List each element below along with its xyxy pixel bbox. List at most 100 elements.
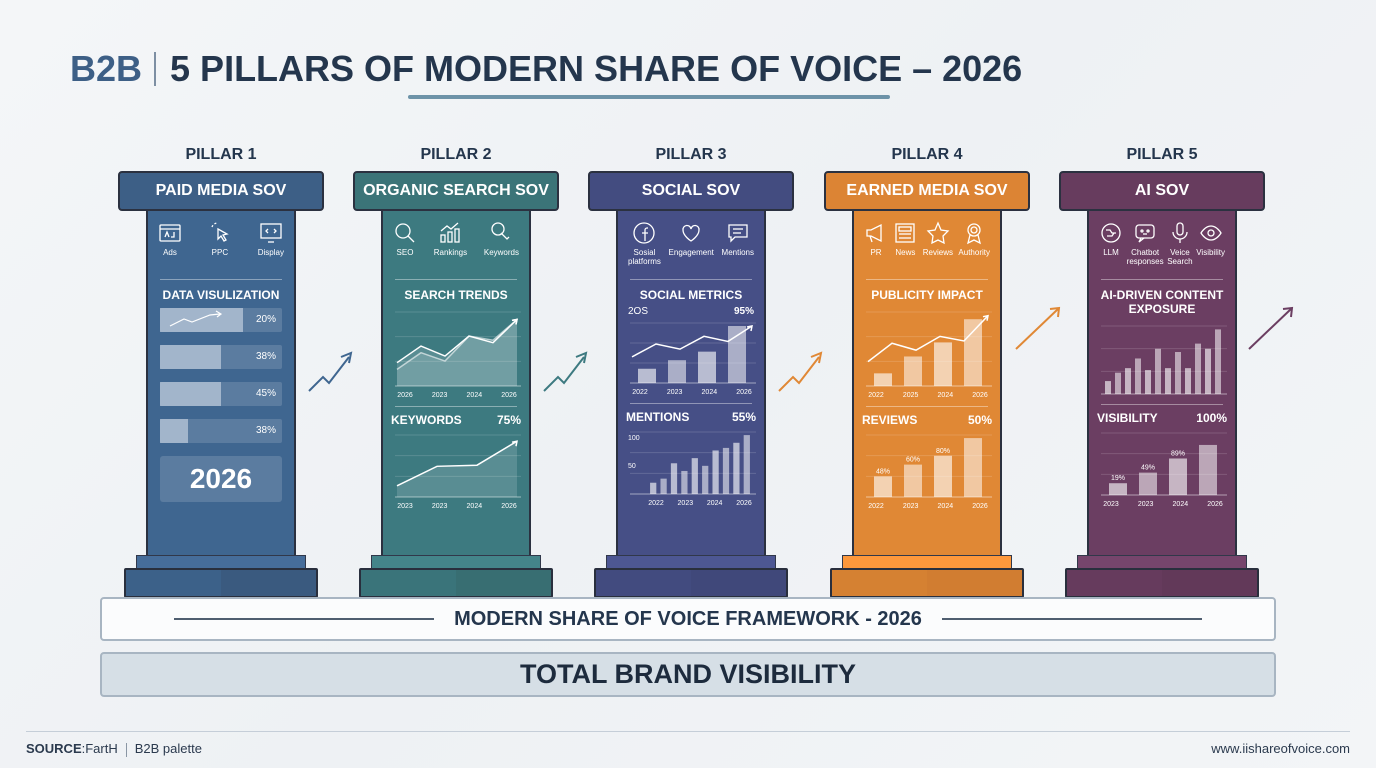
trend-arrow-icon <box>1015 306 1061 350</box>
chart-bar <box>1145 370 1151 394</box>
x-tick-label: 2026 <box>501 503 517 510</box>
icon-label: Sosial platforms <box>628 248 661 266</box>
divider <box>395 406 517 407</box>
divider <box>866 279 988 280</box>
arrow-head <box>511 440 518 447</box>
progress-bar: 38% <box>160 345 282 369</box>
icon-item: Mentions <box>722 221 754 273</box>
chart-bar <box>1115 372 1121 394</box>
pillar-number: PILLAR 4 <box>891 146 963 163</box>
icon-item: Authority <box>958 221 990 273</box>
x-tick-label: 2023 <box>1138 501 1154 508</box>
icon-item: Sosial platforms <box>628 221 661 273</box>
rankings-chart-icon <box>440 222 461 243</box>
arrow-line <box>308 356 350 392</box>
x-tick-label: 2022 <box>868 503 884 510</box>
x-tick-label: 2023 <box>432 392 448 399</box>
icon-item: Veice Search <box>1167 221 1193 273</box>
pillar-plinth <box>1077 555 1247 569</box>
pillar-header: EARNED MEDIA SOV <box>824 171 1030 211</box>
icon-row: SEO Rankings Keywords <box>391 221 521 273</box>
icon-item: Engagement <box>669 221 714 273</box>
x-tick-label: 2025 <box>903 392 919 399</box>
footer-divider <box>26 731 1350 732</box>
icon-item: Reviews <box>923 221 953 273</box>
chart-bar <box>1175 352 1181 394</box>
pillar-header: ORGANIC SEARCH SOV <box>353 171 559 211</box>
pillar-base <box>594 568 788 598</box>
pillar-plinth <box>371 555 541 569</box>
pillar-header: AI SOV <box>1059 171 1265 211</box>
icon-item: Ads <box>158 221 182 273</box>
chart-bar <box>728 326 746 383</box>
progress-bar: 45% <box>160 382 282 406</box>
progress-fill <box>160 419 189 443</box>
arrow-head <box>746 325 753 332</box>
mini-chart: 2026 2023 2024 2026 <box>395 311 521 399</box>
icon-item: LLM <box>1099 221 1123 273</box>
progress-fill <box>160 345 221 369</box>
mini-chart: 2022 2025 2024 2026 <box>866 311 992 399</box>
chart-bar <box>874 373 892 386</box>
divider <box>395 279 517 280</box>
footer-separator <box>125 742 127 757</box>
progress-label: 20% <box>255 314 276 325</box>
x-tick-label: 2022 <box>632 389 648 396</box>
x-tick-label: 2024 <box>467 392 483 399</box>
chatbot-icon <box>1135 224 1155 243</box>
metric-value: 95% <box>733 306 754 317</box>
pillar-body: PR News Reviews Authority PUBLICITY IMPACT 20… <box>852 211 1002 556</box>
total-visibility-banner: TOTAL BRAND VISIBILITY <box>100 652 1276 697</box>
chart-bar <box>1199 444 1217 495</box>
x-tick-label: 2024 <box>1173 501 1189 508</box>
facebook-circle-icon <box>633 222 656 244</box>
pillar-plinth <box>136 555 306 569</box>
trend-line <box>396 440 518 487</box>
divider <box>630 403 752 404</box>
area-fill <box>397 441 517 497</box>
title-text: 5 PILLARS OF MODERN SHARE OF VOICE – 202… <box>170 48 1023 89</box>
bar-data-label: 89% <box>1171 450 1185 457</box>
eye-icon <box>1199 225 1222 241</box>
y-tick-label: 100 <box>628 435 640 442</box>
icon-label: SEO <box>396 248 414 257</box>
page-title: B2B 5 PILLARS OF MODERN SHARE OF VOICE –… <box>70 48 1022 90</box>
icon-label: Veice Search <box>1167 248 1193 266</box>
chart-bar <box>1165 368 1171 394</box>
newspaper-icon <box>895 223 916 243</box>
icon-item: Keywords <box>484 221 519 273</box>
chart-bar <box>1105 381 1111 394</box>
footer-url[interactable]: www.iishareofvoice.com <box>1211 741 1350 756</box>
x-tick-label: 2024 <box>707 500 723 507</box>
x-tick-label: 2026 <box>397 392 413 399</box>
progress-label: 38% <box>255 425 276 436</box>
arrow-head <box>810 351 823 364</box>
x-tick-label: 2023 <box>903 503 919 510</box>
x-tick-label: 2026 <box>736 500 752 507</box>
arrow-line <box>543 356 585 392</box>
icon-label: News <box>895 248 916 257</box>
seo-magnifier-icon <box>395 223 415 243</box>
pillar-4: PILLAR 4 EARNED MEDIA SOV PR News Reviews Aut… <box>824 140 1030 600</box>
arrow-line <box>1015 308 1059 350</box>
chart-bar <box>722 447 730 494</box>
metric-row: 2OS 95% <box>628 306 754 317</box>
trend-line <box>169 310 223 327</box>
icon-label: LLM <box>1103 248 1119 257</box>
metric-title: KEYWORDS <box>391 413 462 427</box>
icon-label: Keywords <box>483 248 519 257</box>
framework-banner: MODERN SHARE OF VOICE FRAMEWORK - 2026 <box>100 597 1276 641</box>
bar-data-label: 60% <box>906 457 920 464</box>
section-title: PUBLICITY IMPACT <box>871 288 983 302</box>
chart-bar <box>691 458 698 494</box>
x-tick-label: 2023 <box>432 503 448 510</box>
x-tick-label: 2023 <box>667 389 683 396</box>
arrow-head <box>511 318 518 325</box>
x-tick-label: 2023 <box>397 503 413 510</box>
trend-arrow-icon <box>543 351 588 392</box>
chart-bar <box>904 464 922 497</box>
metric-note: 2OS <box>628 306 649 317</box>
chart-bar <box>934 342 952 386</box>
bar-data-label: 80% <box>936 448 950 455</box>
icon-row: Ads PPC Display <box>156 221 286 273</box>
